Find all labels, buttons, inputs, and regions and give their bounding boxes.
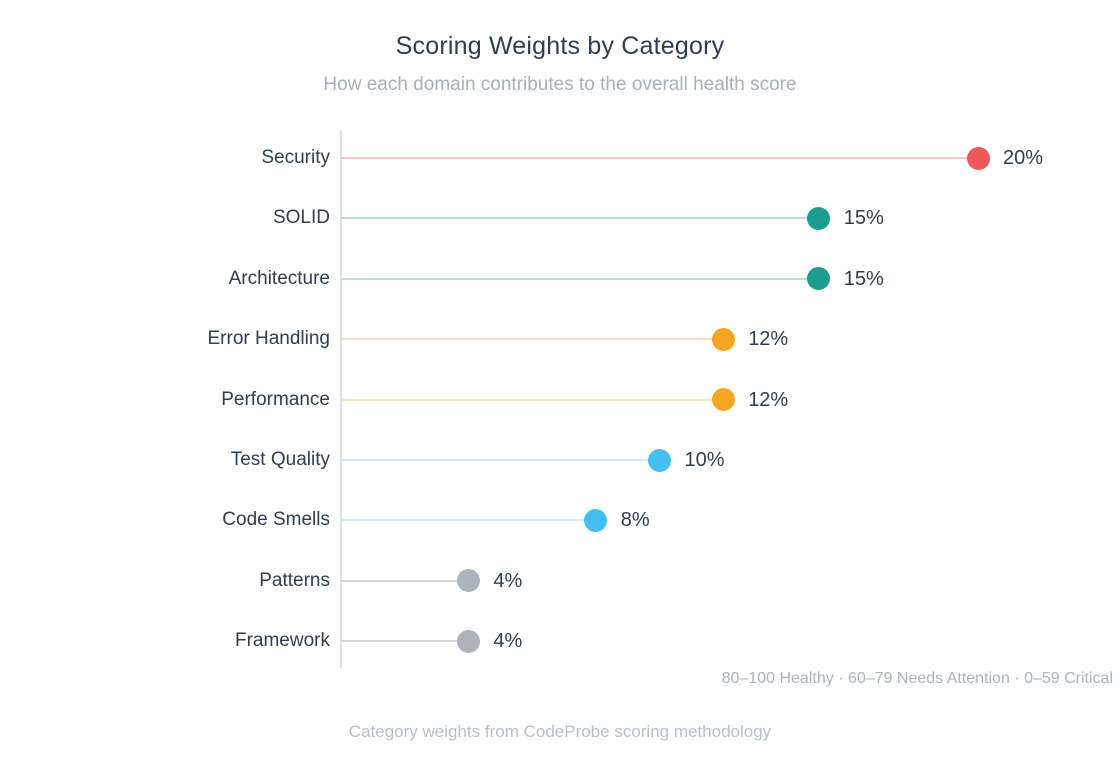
category-label: Framework bbox=[234, 630, 330, 652]
chart-title: Scoring Weights by Category bbox=[395, 32, 725, 60]
chart-subtitle: How each domain contributes to the overa… bbox=[323, 74, 797, 95]
lollipop-dot bbox=[456, 569, 480, 593]
value-label: 15% bbox=[843, 207, 884, 230]
value-label: 12% bbox=[748, 388, 789, 411]
lollipop-stem bbox=[341, 398, 724, 401]
lollipop-stem bbox=[341, 640, 469, 643]
lollipop-dot bbox=[711, 388, 735, 412]
lollipop-dot bbox=[584, 508, 608, 532]
chart-caption: Category weights from CodeProbe scoring … bbox=[348, 722, 772, 741]
category-label: Patterns bbox=[259, 569, 330, 591]
category-label: Error Handling bbox=[207, 328, 331, 350]
lollipop-stem bbox=[341, 338, 724, 341]
category-label: Test Quality bbox=[230, 449, 330, 470]
value-label: 8% bbox=[620, 509, 650, 532]
lollipop-stem bbox=[341, 157, 978, 159]
value-label: 10% bbox=[684, 449, 725, 471]
lollipop-dot bbox=[807, 206, 831, 230]
lollipop-dot bbox=[648, 448, 671, 472]
value-label: 4% bbox=[493, 630, 523, 653]
category-label: Security bbox=[261, 147, 330, 168]
lollipop-stem bbox=[341, 217, 819, 220]
lollipop-dot bbox=[456, 629, 480, 653]
lollipop-stem bbox=[341, 579, 469, 582]
category-label: Architecture bbox=[228, 267, 330, 289]
category-label: Performance bbox=[221, 388, 330, 410]
lollipop-stem bbox=[341, 459, 660, 461]
plot-area: Security 20% SOLID 15% Architecture 15% Error … bbox=[0, 130, 1120, 668]
value-label: 12% bbox=[748, 328, 789, 351]
lollipop-stem bbox=[341, 519, 596, 522]
category-label: SOLID bbox=[272, 207, 330, 229]
score-range-legend: 80–100 Healthy · 60–79 Needs Attention ·… bbox=[721, 670, 1113, 687]
value-label: 20% bbox=[1003, 147, 1044, 169]
lollipop-dot bbox=[711, 327, 735, 351]
lollipop-dot bbox=[966, 146, 990, 170]
value-label: 15% bbox=[843, 267, 884, 290]
value-label: 4% bbox=[493, 569, 523, 592]
lollipop-stem bbox=[341, 277, 819, 280]
category-label: Code Smells bbox=[222, 509, 330, 531]
lollipop-dot bbox=[807, 267, 831, 291]
